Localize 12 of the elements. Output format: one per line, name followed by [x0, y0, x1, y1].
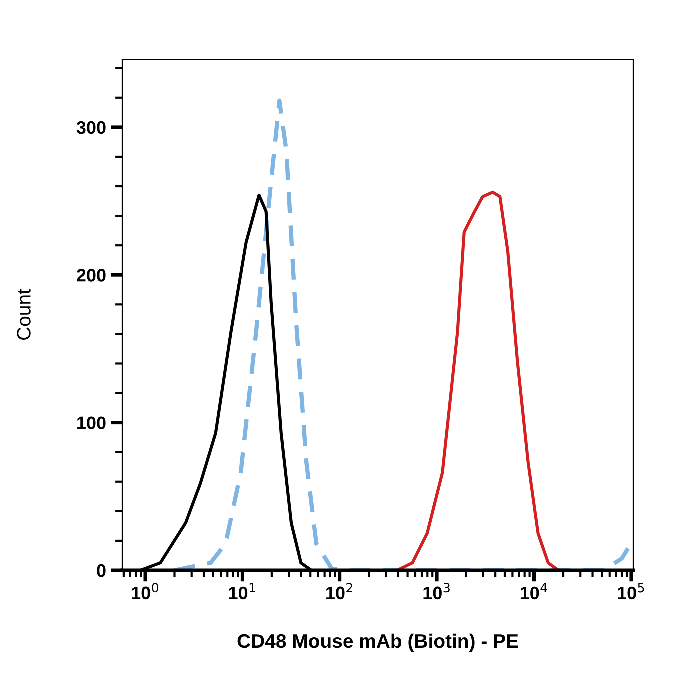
y-tick-label: 200 — [77, 269, 106, 282]
x-tick-label: 10$^{1}$ — [229, 583, 256, 600]
x-tick-label: 10$^{2}$ — [326, 583, 352, 600]
y-axis-title: Count — [17, 289, 31, 340]
y-tick-label: 100 — [78, 416, 106, 430]
x-tick-label: 10$^{4}$ — [520, 583, 548, 600]
x-axis-title: CD48 Mouse mAb (Biotin) - PE — [238, 634, 518, 652]
x-tick-label: 10$^{5}$ — [618, 583, 644, 600]
x-tick-label: 10$^{3}$ — [424, 583, 450, 600]
y-tick-label: 0 — [97, 564, 106, 578]
x-tick-label: 10$^{0}$ — [132, 583, 159, 600]
y-tick-label: 300 — [76, 121, 106, 134]
